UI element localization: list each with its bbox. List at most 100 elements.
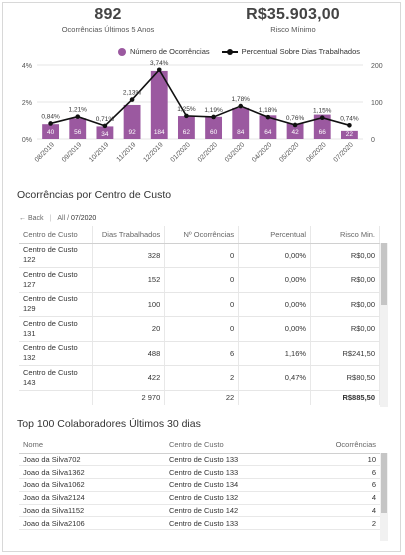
cell: 20 (92, 316, 166, 342)
bar-value-label: 60 (210, 129, 218, 136)
bar-value-label: 40 (47, 129, 55, 136)
table-row[interactable]: Joao da Silva1062 Centro de Custo 134 6 (19, 478, 380, 492)
cell: Centro de Custo 132 (165, 491, 311, 505)
x-tick-label: 06/2020 (305, 141, 327, 163)
bar-value-label: 66 (319, 129, 327, 136)
legend-item-bars[interactable]: Número de Ocorrências (118, 47, 210, 56)
bar (340, 130, 358, 139)
cell: Centro de Custo 143 (19, 365, 94, 391)
col-header[interactable]: Centro de Custo (165, 436, 311, 454)
bar-value-label: 22 (346, 131, 354, 138)
table-row[interactable]: Centro de Custo 132 488 6 1,16% R$241,50 (19, 341, 380, 366)
x-tick-label: 02/2020 (197, 141, 219, 163)
cell: Centro de Custo 134 (165, 478, 311, 492)
line-value-label: 0,84% (41, 113, 60, 120)
cell: 4 (311, 491, 380, 505)
line-value-label: 2,13% (123, 90, 142, 97)
kpi-risco: R$35.903,00 Risco Mínimo (228, 6, 358, 34)
y-right-tick-label: 200 (371, 63, 383, 70)
line-point (319, 115, 325, 121)
cell: 0,00% (238, 292, 312, 317)
table-row[interactable]: Centro de Custo 131 20 0 0,00% R$0,00 (19, 316, 380, 342)
y-left-tick-label: 0% (22, 137, 32, 144)
line-point (211, 114, 216, 120)
table-row[interactable]: Joao da Silva1362 Centro de Custo 133 6 (19, 465, 380, 480)
col-header[interactable]: Ocorrências (311, 436, 380, 454)
line-point (102, 123, 108, 129)
x-tick-label: 09/2019 (61, 141, 83, 163)
cell: R$0,00 (310, 292, 380, 317)
cell: Joao da Silva2106 (19, 516, 165, 531)
cell: 0 (164, 292, 240, 317)
cell: 0,00% (238, 243, 312, 268)
breadcrumb-all[interactable]: All (57, 214, 66, 222)
table-row[interactable]: Centro de Custo 122 328 0 0,00% R$0,00 (19, 243, 380, 268)
table-header-row: Nome Centro de Custo Ocorrências (19, 436, 380, 454)
bar-value-label: 56 (74, 129, 82, 136)
col-header[interactable]: Nome (19, 436, 165, 454)
bar (313, 114, 331, 139)
breadcrumb-current: 07/2020 (70, 214, 97, 222)
col-header[interactable]: Centro de Custo (19, 226, 94, 244)
table-row[interactable]: Joao da Silva2124 Centro de Custo 132 4 (19, 491, 380, 505)
table-row[interactable]: Centro de Custo 129 100 0 0,00% R$0,00 (19, 292, 380, 317)
kpi-ocorrencias: 892 Ocorrências Últimos 5 Anos (43, 6, 173, 34)
bar (69, 118, 87, 139)
back-button[interactable]: ← Back (19, 214, 44, 222)
x-tick-label: 04/2020 (251, 141, 273, 163)
legend-line-swatch-icon (221, 48, 238, 55)
cell: R$0,00 (310, 316, 380, 342)
legend-bar-swatch-icon (118, 47, 126, 56)
bar (232, 107, 250, 139)
bar-value-label: 84 (237, 129, 245, 136)
line-value-label: 1,25% (177, 106, 196, 113)
line-value-label: 1,15% (313, 108, 332, 115)
scrollbar-thumb[interactable] (381, 453, 387, 513)
cell: Centro de Custo 132 (19, 341, 94, 366)
bar (42, 124, 60, 139)
col-header[interactable]: Percentual (238, 226, 312, 244)
cell: 0 (164, 316, 240, 342)
bar (123, 104, 141, 139)
line-value-label: 1,18% (259, 107, 278, 114)
x-tick-label: 08/2019 (34, 141, 56, 163)
total-cell: R$885,50 (310, 389, 380, 405)
table-scrollbar[interactable] (380, 453, 388, 541)
scrollbar-thumb[interactable] (381, 243, 387, 305)
cell: 6 (311, 478, 380, 492)
legend-bars-label: Número de Ocorrências (130, 47, 210, 56)
legend-item-line[interactable]: Percentual Sobre Dias Trabalhados (221, 47, 360, 56)
col-header[interactable]: Risco Min. (310, 226, 380, 244)
cell: R$0,00 (310, 243, 380, 268)
centro-custo-table: Centro de Custo Dias Trabalhados Nº Ocor… (19, 226, 380, 405)
line-point (75, 114, 81, 119)
bar-value-label: 34 (101, 131, 109, 138)
table-scrollbar[interactable] (380, 243, 388, 407)
x-tick-label: 05/2020 (278, 141, 300, 163)
line-point (292, 122, 298, 128)
combo-chart: 0% 2% 4% 0 100 200 40 56 34 92 184 62 60 84 64 42 66 22 0,… (22, 60, 383, 164)
bar-value-label: 92 (128, 129, 136, 136)
table-row[interactable]: Centro de Custo 127 152 0 0,00% R$0,00 (19, 267, 380, 293)
section-title-top-colaboradores: Top 100 Colaboradores Últimos 30 dias (17, 418, 201, 430)
cell: 1,16% (238, 341, 312, 366)
table-row[interactable]: Joao da Silva702 Centro de Custo 133 10 (19, 453, 380, 467)
table-row[interactable]: Joao da Silva2106 Centro de Custo 133 2 (19, 516, 380, 531)
cell: 2 (311, 516, 380, 531)
cell: 0,00% (238, 316, 312, 342)
cell: Centro de Custo 142 (165, 504, 311, 518)
table-row[interactable]: Centro de Custo 143 422 2 0,47% R$80,50 (19, 365, 380, 391)
kpi-ocorrencias-label: Ocorrências Últimos 5 Anos (61, 25, 155, 34)
table-row[interactable]: Joao da Silva1152 Centro de Custo 142 4 (19, 504, 380, 518)
breadcrumb: All / 07/2020 (57, 215, 96, 222)
cell: 100 (92, 292, 166, 317)
cell: 6 (164, 341, 240, 366)
col-header[interactable]: Dias Trabalhados (92, 226, 166, 244)
col-header[interactable]: Nº Ocorrências (164, 226, 240, 244)
cell: 152 (92, 267, 166, 293)
nav-separator: | (49, 214, 52, 222)
x-tick-label: 01/2020 (170, 141, 192, 163)
cell: R$80,50 (310, 365, 380, 391)
dashboard-frame: 892 Ocorrências Últimos 5 Anos R$35.903,… (2, 2, 401, 552)
x-tick-label: 07/2020 (333, 141, 355, 163)
